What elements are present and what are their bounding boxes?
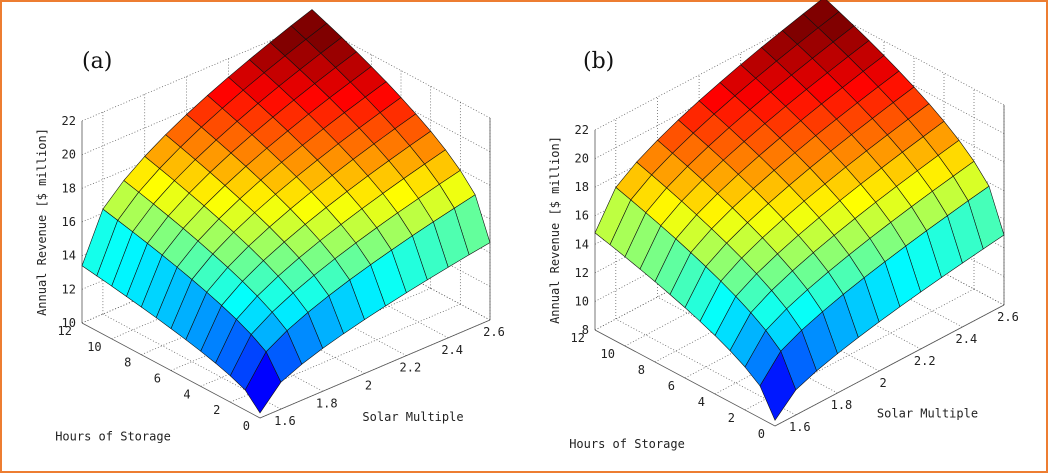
z-tick-label: 16 (575, 209, 589, 223)
y-tick-label: 2 (213, 403, 220, 417)
axis-box-edge (259, 319, 491, 419)
grid-line (744, 288, 975, 411)
x-tick-label: 1.8 (831, 398, 853, 412)
x-tick-label: 1.8 (316, 396, 338, 410)
z-tick-label: 10 (62, 316, 76, 330)
x-tick-label: 2 (365, 378, 372, 392)
y-tick-label: 12 (571, 331, 585, 345)
y-tick-label: 0 (758, 427, 765, 441)
y-tick-label: 0 (243, 419, 250, 433)
z-tick-label: 12 (62, 282, 76, 296)
x-axis-label: Solar Multiple (362, 410, 463, 424)
axis-box-edge (594, 329, 776, 427)
x-axis-label: Solar Multiple (877, 407, 978, 421)
y-tick-label: 10 (87, 340, 101, 354)
y-tick-label: 8 (124, 356, 131, 370)
x-tick-label: 2.6 (997, 310, 1019, 324)
x-tick-label: 2.2 (400, 361, 422, 375)
y-tick-label: 10 (601, 347, 615, 361)
y-tick-label: 4 (183, 387, 190, 401)
y-tick-label: 2 (728, 411, 735, 425)
x-tick-label: 2 (879, 376, 886, 390)
x-tick-label: 1.6 (274, 414, 296, 428)
axis-box-edge (774, 304, 1005, 427)
y-tick-label: 4 (698, 395, 705, 409)
z-axis-label: Annual Revenue [$ million] (35, 128, 49, 316)
axis-box-edge (81, 322, 261, 419)
z-tick-label: 10 (575, 294, 589, 308)
z-tick-label: 14 (62, 249, 76, 263)
surface-patch (244, 351, 282, 414)
x-tick-label: 2.2 (914, 354, 936, 368)
x-tick-label: 1.6 (789, 420, 811, 434)
grid-line (823, 8, 1005, 106)
x-tick-label: 2.4 (441, 343, 463, 357)
y-tick-label: 8 (638, 363, 645, 377)
z-tick-label: 22 (575, 123, 589, 137)
z-tick-label: 14 (575, 237, 589, 251)
z-tick-label: 18 (62, 181, 76, 195)
x-tick-label: 2.4 (956, 332, 978, 346)
z-tick-label: 20 (62, 148, 76, 162)
y-axis-label: Hours of Storage (569, 437, 685, 451)
z-axis-label: Annual Revenue [$ million] (548, 136, 562, 324)
y-tick-label: 6 (154, 372, 161, 386)
z-tick-label: 18 (575, 180, 589, 194)
z-tick-label: 22 (62, 114, 76, 128)
y-tick-label: 12 (58, 324, 72, 338)
z-tick-label: 12 (575, 266, 589, 280)
surface-chart-a: (a) 101214161820220246810121.61.822.22.4… (35, 9, 505, 444)
x-tick-label: 2.6 (483, 325, 505, 339)
y-tick-label: 6 (668, 379, 675, 393)
z-tick-label: 16 (62, 215, 76, 229)
z-tick-label: 20 (575, 152, 589, 166)
grid-line (594, 8, 825, 131)
y-axis-label: Hours of Storage (55, 430, 171, 444)
surface-patch (759, 350, 797, 421)
surface-chart-b: (b) 8 10 12 14 16 18 20 22 0 2 4 6 8 10 12 1.6 1.8 2 2.2 2.… (548, 0, 1019, 451)
panel-label-a: (a) (82, 49, 112, 74)
z-tick-label: 8 (582, 323, 589, 337)
panel-label-b: (b) (583, 49, 614, 74)
